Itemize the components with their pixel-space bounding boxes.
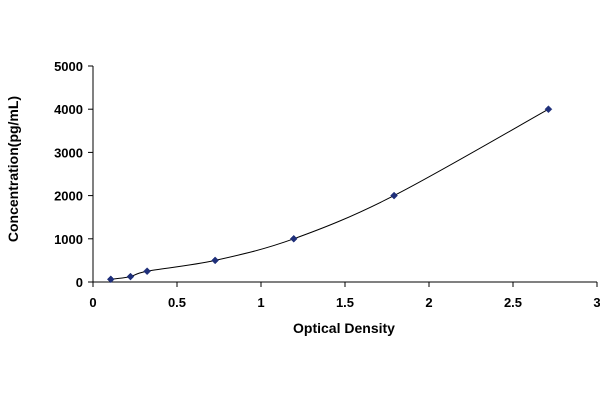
y-tick-label: 3000 xyxy=(54,145,83,160)
y-axis-ticks: 0 1000 2000 3000 4000 5000 xyxy=(54,59,93,290)
data-point-marker xyxy=(289,234,298,243)
y-tick-label: 0 xyxy=(76,275,83,290)
data-points xyxy=(106,105,553,284)
x-axis-title: Optical Density xyxy=(293,320,395,336)
data-point-marker xyxy=(143,267,151,276)
y-tick-label: 2000 xyxy=(54,189,83,204)
plot-area xyxy=(92,66,597,283)
y-tick-label: 1000 xyxy=(54,232,83,247)
x-tick-label: 1 xyxy=(257,295,264,310)
data-point-marker xyxy=(390,191,398,200)
y-tick-label: 5000 xyxy=(54,59,83,74)
x-tick-label: 3 xyxy=(593,295,600,310)
data-point-marker xyxy=(126,272,135,281)
y-tick-label: 4000 xyxy=(54,102,83,117)
data-point-marker xyxy=(544,105,553,114)
x-axis-ticks: 0 0.5 1 1.5 2 2.5 3 xyxy=(89,282,600,310)
data-point-marker xyxy=(211,256,219,265)
x-tick-label: 0 xyxy=(89,295,96,310)
x-tick-label: 1.5 xyxy=(336,295,354,310)
x-tick-label: 2.5 xyxy=(504,295,522,310)
fit-curve xyxy=(110,108,549,280)
x-tick-label: 0.5 xyxy=(168,295,186,310)
y-axis-title: Concentration(pg/mL) xyxy=(5,96,21,242)
x-tick-label: 2 xyxy=(425,295,432,310)
data-point-marker xyxy=(106,275,115,284)
